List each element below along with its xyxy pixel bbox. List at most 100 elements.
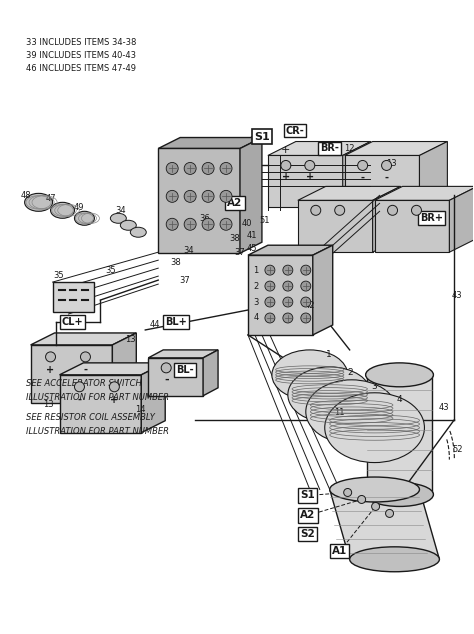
Circle shape [385,510,393,517]
Polygon shape [366,375,432,495]
Circle shape [301,265,311,275]
Text: 42: 42 [304,301,315,309]
Circle shape [344,488,352,496]
Ellipse shape [51,202,74,218]
Text: -: - [83,365,87,375]
Circle shape [184,218,196,230]
Text: 35: 35 [53,271,64,280]
Text: 46 INCLUDES ITEMS 47-49: 46 INCLUDES ITEMS 47-49 [26,64,136,74]
Text: ILLUSTRATION FOR PART NUMBER: ILLUSTRATION FOR PART NUMBER [26,393,169,402]
Text: 14: 14 [135,405,146,414]
Circle shape [358,160,368,171]
Polygon shape [141,363,165,432]
Polygon shape [345,141,447,155]
Circle shape [301,297,311,307]
Text: 2: 2 [253,281,259,290]
Text: 41: 41 [246,231,257,240]
Circle shape [166,218,178,230]
Text: 49: 49 [73,203,84,212]
Text: 3: 3 [372,382,377,391]
Text: 1: 1 [253,266,259,275]
Polygon shape [148,358,203,396]
Text: +: + [282,172,290,183]
Circle shape [382,160,392,171]
Polygon shape [31,333,137,345]
Text: S2: S2 [301,529,315,540]
Text: ILLUSTRATION FOR PART NUMBER: ILLUSTRATION FOR PART NUMBER [26,427,169,436]
Polygon shape [60,375,141,432]
Circle shape [166,162,178,174]
Circle shape [335,205,345,216]
Text: A2: A2 [228,198,243,209]
Ellipse shape [272,350,347,400]
Ellipse shape [365,482,433,507]
Polygon shape [330,489,439,559]
Text: 13: 13 [43,400,54,409]
Text: 37: 37 [235,248,246,257]
Text: 2: 2 [348,368,354,377]
Text: 38: 38 [229,234,240,243]
Circle shape [372,503,380,510]
Polygon shape [31,345,112,403]
Circle shape [388,205,398,216]
Ellipse shape [130,227,146,237]
Circle shape [166,190,178,202]
Text: 11: 11 [335,408,345,417]
Polygon shape [343,141,371,207]
Text: A2: A2 [300,510,315,521]
Text: 13: 13 [125,335,136,344]
Text: -: - [336,145,340,155]
Circle shape [184,162,196,174]
Circle shape [283,281,293,291]
Circle shape [202,190,214,202]
Text: -: - [77,395,82,404]
Text: CR-: CR- [285,126,304,136]
Text: S1: S1 [254,131,270,141]
Text: 44: 44 [150,320,161,330]
Text: 47: 47 [45,194,56,203]
Polygon shape [148,350,218,358]
Ellipse shape [25,193,53,211]
Polygon shape [248,255,313,335]
Polygon shape [374,200,449,252]
Polygon shape [374,186,474,200]
Ellipse shape [120,220,137,230]
Circle shape [202,162,214,174]
Text: 36: 36 [200,214,210,223]
Text: 36: 36 [250,136,260,145]
Circle shape [46,352,55,362]
Circle shape [265,281,275,291]
Ellipse shape [350,547,439,572]
Polygon shape [298,186,401,200]
Text: 12: 12 [345,144,355,153]
Circle shape [411,205,421,216]
Polygon shape [60,363,165,375]
Circle shape [301,281,311,291]
Text: -: - [384,172,389,183]
Text: -: - [361,172,365,183]
Polygon shape [158,148,240,253]
Polygon shape [373,186,401,252]
Polygon shape [268,141,371,155]
Text: +: + [110,395,118,404]
Polygon shape [158,138,262,148]
Circle shape [265,265,275,275]
Circle shape [74,382,84,392]
Circle shape [184,190,196,202]
Text: BL+: BL+ [165,317,187,327]
Ellipse shape [325,393,424,463]
Ellipse shape [306,380,398,444]
Polygon shape [112,333,137,403]
Circle shape [311,205,321,216]
Text: 43: 43 [439,403,450,412]
Text: 3: 3 [253,297,259,307]
Polygon shape [248,245,333,255]
Text: SEE ACCELERATOR SWITCH: SEE ACCELERATOR SWITCH [26,379,141,388]
Circle shape [81,352,91,362]
Circle shape [358,496,365,503]
Text: +: + [306,172,314,183]
Text: 4: 4 [253,313,259,323]
Circle shape [220,190,232,202]
Text: 52: 52 [452,445,463,454]
Text: 13: 13 [386,159,397,168]
